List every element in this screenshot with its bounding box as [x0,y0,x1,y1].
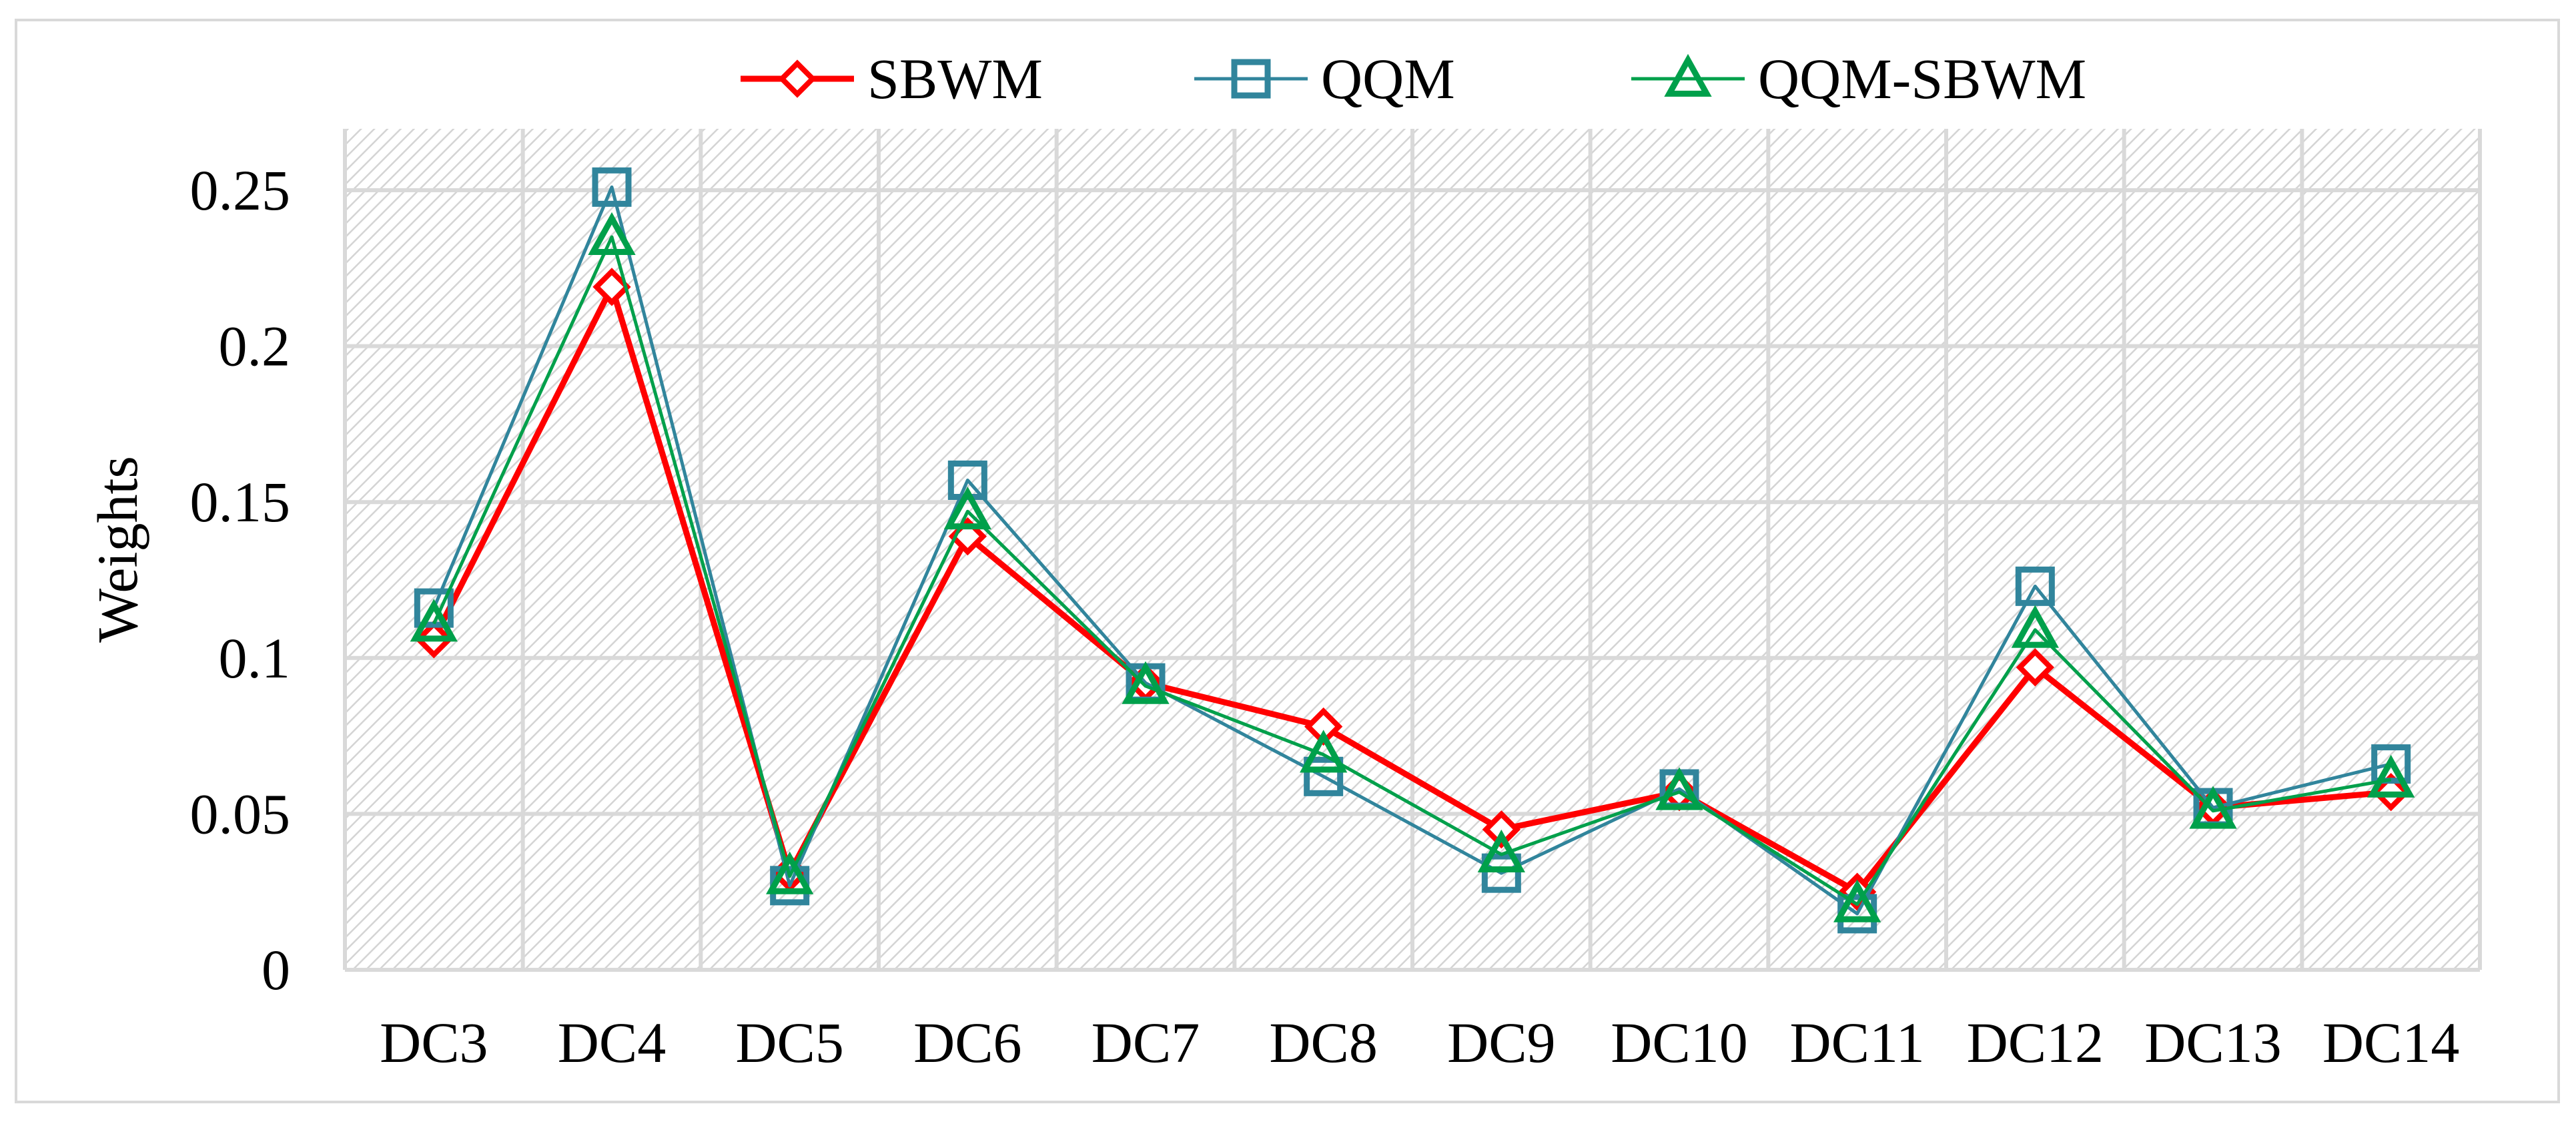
legend-marker-qqm-sbwm [1664,53,1712,97]
legend-label-qqm: QQM [1321,47,1455,111]
data-point-qqm-sbwm [1300,730,1348,773]
x-tick-label: DC3 [380,1011,488,1075]
x-tick-label: DC13 [2144,1011,2281,1075]
x-tick-label: DC6 [913,1011,1021,1075]
series-line-qqm-sbwm [432,235,2392,906]
x-tick-label: DC4 [558,1011,666,1075]
data-point-sbwm [592,268,631,306]
data-point-qqm [1304,756,1344,796]
x-tick-label: DC7 [1092,1011,1200,1075]
x-tick-label: DC14 [2322,1011,2459,1075]
data-point-qqm [414,588,454,628]
data-point-qqm [2015,566,2055,606]
legend-marker-sbwm [778,59,817,98]
legend-label-qqm-sbwm: QQM-SBWM [1758,47,2086,111]
legend-item-qqm-sbwm: QQM-SBWM [1631,47,2086,111]
legend-item-sbwm: SBWM [741,47,1043,111]
legend-marker-qqm [1231,59,1271,99]
data-point-qqm-sbwm [1655,767,1703,810]
data-point-qqm-sbwm [943,486,991,530]
x-axis-tick-labels: DC3 DC4 DC5 DC6 DC7 DC8 DC9 DC10 DC11 DC12 DC13 DC1… [380,1011,2459,1075]
data-point-qqm-sbwm [2011,605,2059,648]
x-tick-label: DC11 [1790,1011,1925,1075]
series-qqm-sbwm [410,212,2415,922]
data-point-sbwm [1482,810,1521,849]
data-point-qqm-sbwm [410,599,458,642]
data-point-qqm-sbwm [766,851,814,894]
y-tick-label: 0 [262,938,290,1002]
data-point-qqm [592,167,632,207]
data-point-qqm [1481,853,1521,893]
x-tick-label: DC5 [735,1011,843,1075]
data-point-qqm-sbwm [1833,879,1881,922]
gridlines [343,129,2482,972]
y-tick-label: 0.25 [190,158,291,222]
y-tick-label: 0.1 [219,626,291,690]
y-tick-label: 0.2 [219,314,291,378]
x-tick-label: DC9 [1447,1011,1555,1075]
legend-item-qqm: QQM [1194,47,1455,111]
legend: SBWM QQM QQM-SBWM [741,47,2086,111]
y-tick-label: 0.05 [190,782,291,846]
data-series [410,167,2415,934]
x-tick-label: DC10 [1611,1011,1747,1075]
data-point-qqm-sbwm [588,212,636,255]
x-tick-label: DC12 [1967,1011,2104,1075]
x-tick-label: DC8 [1269,1011,1377,1075]
y-axis-tick-labels: 0 0.05 0.1 0.15 0.2 0.25 [190,158,291,1002]
y-axis-title: Weights [85,456,149,643]
data-point-qqm-sbwm [1122,661,1170,704]
data-point-qqm-sbwm [2367,754,2415,798]
data-point-qqm-sbwm [1477,829,1525,873]
data-point-qqm-sbwm [2189,786,2237,829]
legend-label-sbwm: SBWM [867,47,1043,111]
y-tick-label: 0.15 [190,470,291,534]
data-point-sbwm [2016,648,2054,687]
